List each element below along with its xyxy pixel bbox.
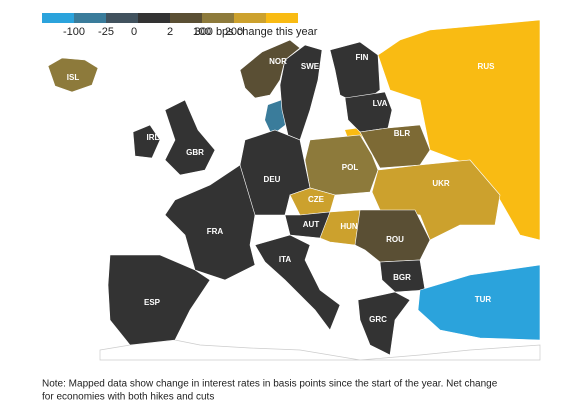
country [359,124,431,169]
country [47,57,99,93]
country-label: NOR [269,57,287,66]
country-label: CZE [308,195,325,204]
country [239,39,301,99]
country [289,187,336,216]
country-label: GBR [186,148,204,157]
country-label: BLR [394,129,411,138]
country-label: IRL [147,133,160,142]
country-label: BGR [393,273,411,282]
country-label: FRA [207,227,224,236]
country-label: TUR [475,295,492,304]
country-label: LVA [373,99,388,108]
legend-swatch [266,13,298,23]
country [164,164,256,281]
denmark [265,100,285,135]
country-label: POL [342,163,359,172]
legend-label: 0 [131,26,137,38]
country [164,99,216,176]
country [371,159,501,241]
country-label: RUS [478,62,496,71]
legend-swatch [42,13,74,23]
country [304,134,379,196]
note: Note: Mapped data show change in interes… [42,379,498,390]
legend-label: 2 [167,26,173,38]
country-label: ITA [279,255,292,264]
country [107,254,211,346]
legend-label: -25 [98,26,114,38]
country-label: ROU [386,235,404,244]
country [379,259,426,293]
legend-swatch [106,13,138,23]
country [279,44,323,141]
country-label: GRC [369,315,387,324]
country-label: UKR [432,179,450,188]
legend-swatch [202,13,234,23]
legend-swatch [138,13,170,23]
country [377,19,541,241]
legend-swatch [74,13,106,23]
country [254,234,341,331]
country [357,291,411,356]
legend-label: 300 bps change this year [195,26,318,38]
country-label: HUN [340,222,358,231]
legend-label: -100 [63,26,85,38]
legend-label: 200 [225,26,243,38]
legend-swatch [234,13,266,23]
country-label: AUT [303,220,320,229]
country-label: ESP [144,298,161,307]
country-label: SWE [301,62,320,71]
country [417,264,541,341]
note: for economies with both hikes and cuts [42,392,214,403]
country [132,124,161,159]
country-label: FIN [356,53,369,62]
country-label: ISL [67,73,80,82]
country-label: DEU [264,175,281,184]
legend-label: 100 [193,26,211,38]
legend-swatch [170,13,202,23]
